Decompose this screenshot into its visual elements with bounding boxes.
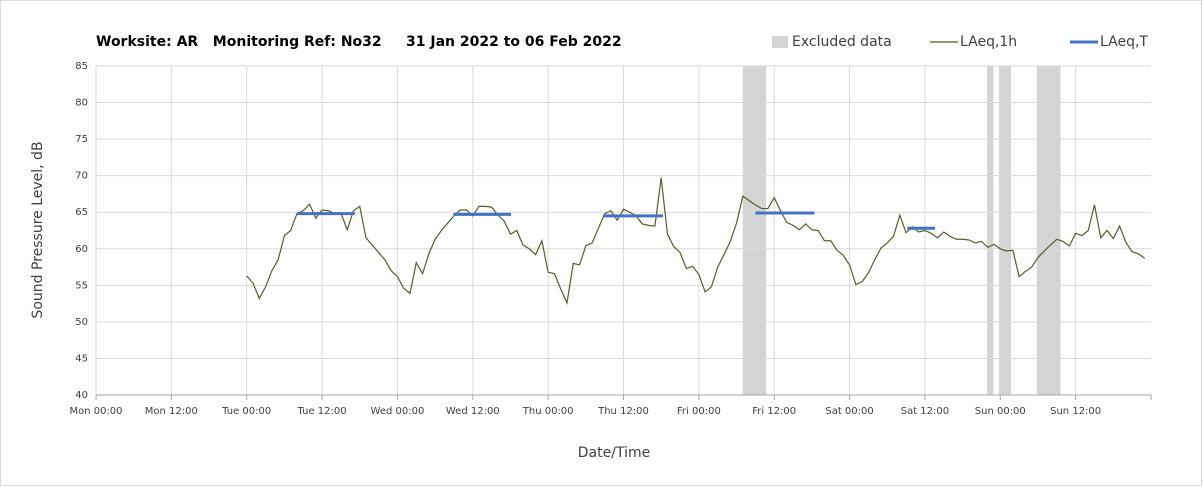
excluded-band [987, 66, 994, 395]
y-tick-label: 70 [75, 171, 88, 182]
legend-label: Excluded data [792, 34, 892, 50]
y-tick-label: 45 [75, 353, 88, 364]
x-tick-label: Thu 12:00 [597, 406, 649, 417]
x-tick-label: Tue 00:00 [221, 406, 271, 417]
x-tick-label: Wed 12:00 [446, 406, 500, 417]
x-tick-label: Sat 00:00 [825, 406, 873, 417]
x-tick-label: Mon 12:00 [145, 406, 198, 417]
x-axis-label: Date/Time [578, 445, 650, 461]
legend-label: LAeq,1h [960, 34, 1017, 50]
x-tick-label: Thu 00:00 [522, 406, 574, 417]
x-tick-label: Fri 12:00 [752, 406, 796, 417]
y-tick-label: 55 [75, 280, 88, 291]
x-tick-label: Sun 00:00 [975, 406, 1026, 417]
legend-label: LAeq,T [1100, 34, 1148, 50]
chart-title: Worksite: AR Monitoring Ref: No32 31 Jan… [96, 34, 622, 50]
x-tick-label: Mon 00:00 [69, 406, 122, 417]
line-series [246, 177, 1146, 305]
y-tick-label: 75 [75, 134, 88, 145]
excluded-band [742, 66, 767, 395]
y-tick-label: 85 [75, 61, 88, 72]
y-tick-label: 40 [75, 390, 88, 401]
x-tick-label: Sun 12:00 [1050, 406, 1101, 417]
excluded-band [999, 66, 1011, 395]
legend-swatch [772, 36, 788, 48]
y-tick-label: 50 [75, 317, 88, 328]
x-tick-label: Tue 12:00 [297, 406, 347, 417]
y-tick-label: 80 [75, 98, 88, 109]
excluded-band [1036, 66, 1061, 395]
x-tick-label: Sat 12:00 [901, 406, 949, 417]
x-tick-label: Wed 00:00 [371, 406, 425, 417]
y-axis-label: Sound Pressure Level, dB [30, 141, 46, 318]
x-tick-label: Fri 00:00 [677, 406, 721, 417]
y-tick-label: 60 [75, 244, 88, 255]
y-tick-label: 65 [75, 207, 88, 218]
